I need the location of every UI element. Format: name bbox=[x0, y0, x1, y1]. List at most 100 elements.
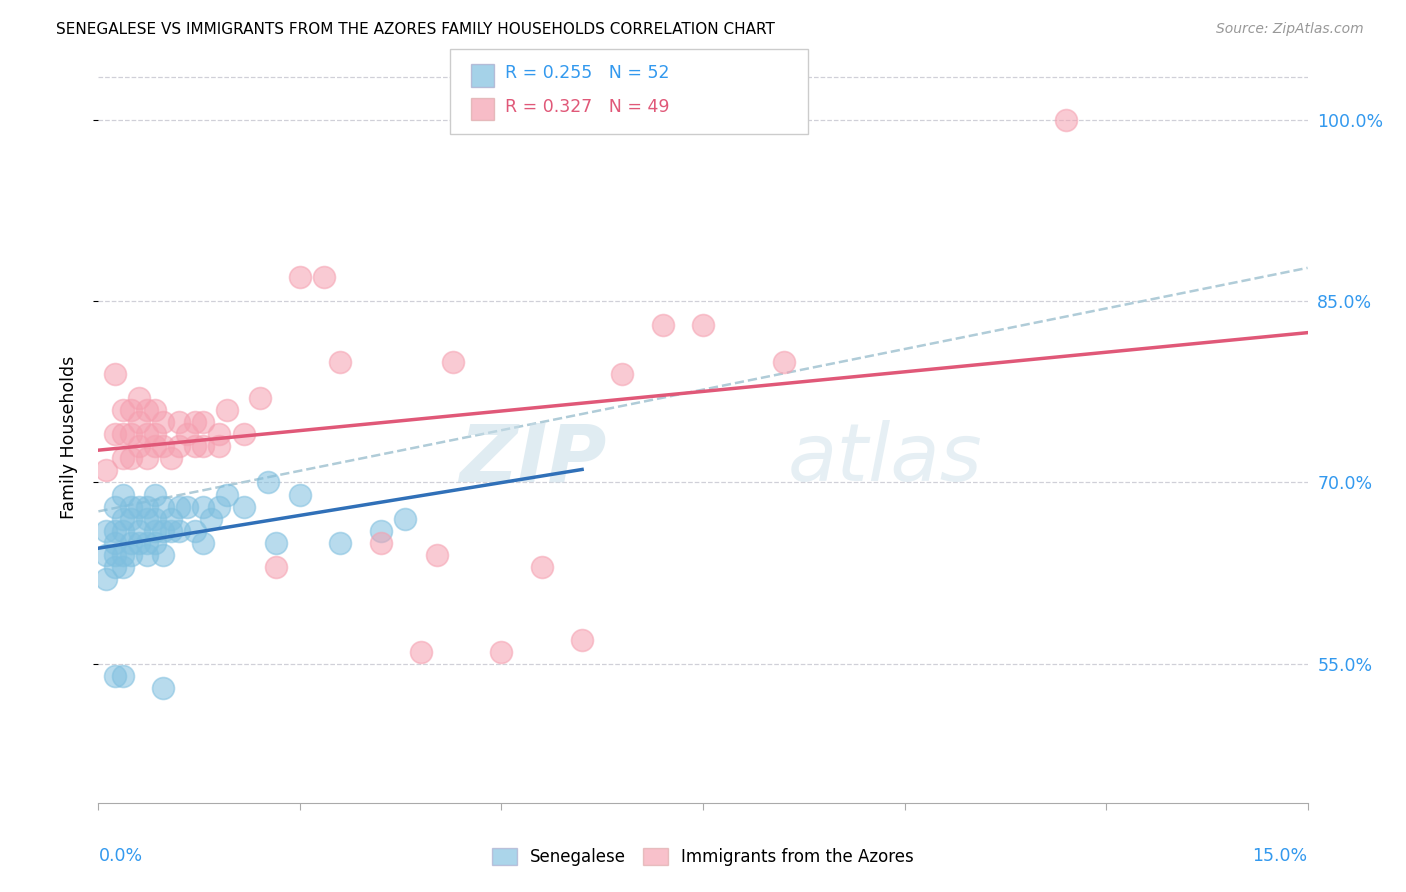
Point bbox=[176, 500, 198, 514]
Point bbox=[103, 427, 125, 442]
Point bbox=[128, 391, 150, 405]
Point bbox=[184, 439, 207, 453]
Point bbox=[264, 536, 287, 550]
Point bbox=[1054, 112, 1077, 127]
Point bbox=[491, 645, 513, 659]
Point bbox=[135, 451, 157, 466]
Point bbox=[120, 451, 142, 466]
Text: 0.0%: 0.0% bbox=[98, 847, 142, 864]
Point bbox=[193, 415, 215, 429]
Point bbox=[103, 367, 125, 381]
Point bbox=[152, 415, 174, 429]
Point bbox=[167, 524, 190, 538]
Point bbox=[135, 536, 157, 550]
Point bbox=[232, 427, 254, 442]
Point bbox=[135, 427, 157, 442]
Point bbox=[167, 415, 190, 429]
Point bbox=[128, 439, 150, 453]
Point bbox=[135, 548, 157, 562]
Point bbox=[120, 500, 142, 514]
Point bbox=[152, 548, 174, 562]
Point bbox=[96, 572, 118, 586]
Point bbox=[135, 500, 157, 514]
Point bbox=[152, 524, 174, 538]
Point bbox=[651, 318, 673, 333]
Point bbox=[217, 403, 239, 417]
Point bbox=[143, 427, 166, 442]
Point bbox=[103, 669, 125, 683]
Point bbox=[329, 536, 352, 550]
Point bbox=[264, 560, 287, 574]
Point bbox=[441, 354, 464, 368]
Point bbox=[135, 511, 157, 525]
Point bbox=[111, 451, 134, 466]
Point bbox=[288, 487, 311, 501]
Point bbox=[143, 511, 166, 525]
Point bbox=[409, 645, 432, 659]
Point bbox=[160, 451, 183, 466]
Point bbox=[103, 524, 125, 538]
Point bbox=[232, 500, 254, 514]
Point bbox=[530, 560, 553, 574]
Point bbox=[111, 560, 134, 574]
Point bbox=[143, 524, 166, 538]
Point bbox=[193, 439, 215, 453]
Point bbox=[143, 403, 166, 417]
Point bbox=[571, 632, 593, 647]
Point bbox=[120, 403, 142, 417]
Point bbox=[111, 511, 134, 525]
Point bbox=[120, 548, 142, 562]
Point bbox=[111, 548, 134, 562]
Point bbox=[256, 475, 278, 490]
Legend: Senegalese, Immigrants from the Azores: Senegalese, Immigrants from the Azores bbox=[485, 841, 921, 873]
Point bbox=[184, 415, 207, 429]
Y-axis label: Family Households: Family Households bbox=[59, 355, 77, 519]
Point bbox=[143, 439, 166, 453]
Point bbox=[167, 500, 190, 514]
Point bbox=[370, 524, 392, 538]
Point bbox=[329, 354, 352, 368]
Point bbox=[111, 403, 134, 417]
Text: ZIP: ZIP bbox=[458, 420, 606, 498]
Point bbox=[394, 511, 416, 525]
Point bbox=[120, 536, 142, 550]
Point bbox=[167, 439, 190, 453]
Point bbox=[143, 487, 166, 501]
Point bbox=[772, 354, 794, 368]
Point bbox=[208, 439, 231, 453]
Point bbox=[176, 427, 198, 442]
Text: atlas: atlas bbox=[787, 420, 983, 498]
Text: 15.0%: 15.0% bbox=[1253, 847, 1308, 864]
Text: SENEGALESE VS IMMIGRANTS FROM THE AZORES FAMILY HOUSEHOLDS CORRELATION CHART: SENEGALESE VS IMMIGRANTS FROM THE AZORES… bbox=[56, 22, 775, 37]
Point bbox=[103, 560, 125, 574]
Point bbox=[692, 318, 714, 333]
Point bbox=[103, 548, 125, 562]
Point bbox=[152, 439, 174, 453]
Point bbox=[96, 524, 118, 538]
Point bbox=[612, 367, 634, 381]
Point bbox=[200, 511, 222, 525]
Point bbox=[426, 548, 449, 562]
Point bbox=[160, 524, 183, 538]
Point bbox=[128, 500, 150, 514]
Point bbox=[160, 511, 183, 525]
Text: Source: ZipAtlas.com: Source: ZipAtlas.com bbox=[1216, 22, 1364, 37]
Point bbox=[96, 463, 118, 477]
Point bbox=[143, 536, 166, 550]
Point bbox=[96, 548, 118, 562]
Text: R = 0.255   N = 52: R = 0.255 N = 52 bbox=[505, 64, 669, 82]
Point bbox=[288, 269, 311, 284]
Point bbox=[111, 524, 134, 538]
Text: R = 0.327   N = 49: R = 0.327 N = 49 bbox=[505, 98, 669, 116]
Point bbox=[128, 524, 150, 538]
Point bbox=[111, 669, 134, 683]
Point bbox=[152, 500, 174, 514]
Point bbox=[208, 427, 231, 442]
Point bbox=[193, 500, 215, 514]
Point bbox=[128, 536, 150, 550]
Point bbox=[103, 536, 125, 550]
Point bbox=[208, 500, 231, 514]
Point bbox=[111, 487, 134, 501]
Point bbox=[152, 681, 174, 695]
Point bbox=[111, 427, 134, 442]
